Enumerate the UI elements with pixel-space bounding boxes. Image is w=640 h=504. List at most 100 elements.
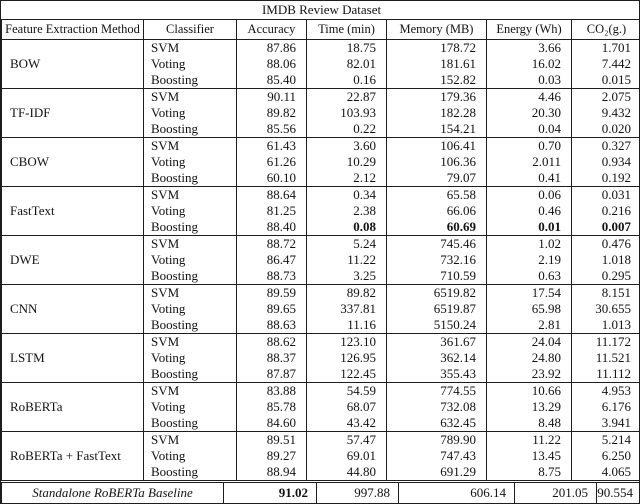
table-title-row: IMDB Review Dataset [2, 1, 640, 20]
cell-energy: 0.01 [487, 219, 572, 236]
cell-energy: 0.06 [487, 187, 572, 204]
cell-energy: 13.45 [487, 448, 572, 464]
cell-time: 3.60 [307, 138, 387, 155]
cell-classifier: Voting [144, 399, 237, 415]
cell-memory: 710.59 [387, 268, 487, 285]
cell-accuracy: 61.43 [237, 138, 307, 155]
cell-memory: 179.36 [387, 89, 487, 106]
cell-time: 89.82 [307, 285, 387, 302]
cell-accuracy: 61.26 [237, 154, 307, 170]
cell-memory: 152.82 [387, 72, 487, 89]
cell-time: 337.81 [307, 301, 387, 317]
cell-classifier: Boosting [144, 317, 237, 334]
cell-classifier: Boosting [144, 219, 237, 236]
table-header-row: Feature Extraction Method Classifier Acc… [2, 20, 640, 40]
cell-co2: 6.176 [572, 399, 640, 415]
cell-memory: 60.69 [387, 219, 487, 236]
cell-energy: 10.66 [487, 383, 572, 400]
cell-method: LSTM [2, 334, 144, 383]
cell-memory: 6519.87 [387, 301, 487, 317]
cell-classifier: Voting [144, 105, 237, 121]
baseline-cell-time: 997.88 [317, 482, 399, 504]
cell-co2: 4.065 [572, 464, 640, 480]
cell-energy: 65.98 [487, 301, 572, 317]
cell-co2: 1.018 [572, 252, 640, 268]
cell-classifier: Boosting [144, 121, 237, 138]
cell-memory: 361.67 [387, 334, 487, 351]
imdb-results-table: IMDB Review Dataset Feature Extraction M… [1, 1, 640, 480]
cell-energy: 0.46 [487, 203, 572, 219]
cell-accuracy: 89.65 [237, 301, 307, 317]
cell-classifier: Boosting [144, 366, 237, 383]
cell-energy: 3.66 [487, 40, 572, 57]
cell-accuracy: 88.62 [237, 334, 307, 351]
cell-energy: 20.30 [487, 105, 572, 121]
cell-time: 0.34 [307, 187, 387, 204]
cell-classifier: SVM [144, 89, 237, 106]
cell-time: 0.16 [307, 72, 387, 89]
cell-co2: 2.075 [572, 89, 640, 106]
baseline-table: Standalone RoBERTa Baseline 91.02 997.88… [1, 480, 640, 503]
cell-energy: 11.22 [487, 432, 572, 449]
cell-accuracy: 60.10 [237, 170, 307, 187]
cell-accuracy: 88.94 [237, 464, 307, 480]
col-header-classifier: Classifier [144, 20, 237, 40]
cell-energy: 0.04 [487, 121, 572, 138]
cell-accuracy: 88.63 [237, 317, 307, 334]
cell-time: 0.08 [307, 219, 387, 236]
cell-co2: 3.941 [572, 415, 640, 432]
col-header-co2: CO₂(g.) [572, 20, 640, 40]
cell-accuracy: 90.11 [237, 89, 307, 106]
cell-memory: 65.58 [387, 187, 487, 204]
cell-memory: 181.61 [387, 56, 487, 72]
cell-energy: 16.02 [487, 56, 572, 72]
cell-classifier: Boosting [144, 415, 237, 432]
cell-time: 103.93 [307, 105, 387, 121]
cell-energy: 0.70 [487, 138, 572, 155]
baseline-label: Standalone RoBERTa Baseline [2, 482, 224, 504]
cell-co2: 0.031 [572, 187, 640, 204]
cell-memory: 5150.24 [387, 317, 487, 334]
col-header-energy: Energy (Wh) [487, 20, 572, 40]
cell-memory: 182.28 [387, 105, 487, 121]
cell-energy: 0.63 [487, 268, 572, 285]
cell-co2: 1.013 [572, 317, 640, 334]
cell-accuracy: 86.47 [237, 252, 307, 268]
cell-classifier: SVM [144, 138, 237, 155]
cell-time: 11.22 [307, 252, 387, 268]
cell-classifier: Voting [144, 203, 237, 219]
cell-method: RoBERTa + FastText [2, 432, 144, 481]
cell-memory: 66.06 [387, 203, 487, 219]
cell-time: 22.87 [307, 89, 387, 106]
cell-co2: 8.151 [572, 285, 640, 302]
cell-time: 123.10 [307, 334, 387, 351]
cell-memory: 6519.82 [387, 285, 487, 302]
cell-accuracy: 89.51 [237, 432, 307, 449]
cell-accuracy: 88.40 [237, 219, 307, 236]
cell-memory: 732.16 [387, 252, 487, 268]
cell-classifier: Voting [144, 350, 237, 366]
cell-energy: 2.011 [487, 154, 572, 170]
cell-time: 44.80 [307, 464, 387, 480]
cell-co2: 4.953 [572, 383, 640, 400]
cell-method: DWE [2, 236, 144, 285]
cell-energy: 23.92 [487, 366, 572, 383]
col-header-time: Time (min) [307, 20, 387, 40]
cell-co2: 0.934 [572, 154, 640, 170]
cell-time: 57.47 [307, 432, 387, 449]
cell-co2: 6.250 [572, 448, 640, 464]
cell-energy: 17.54 [487, 285, 572, 302]
cell-accuracy: 89.59 [237, 285, 307, 302]
cell-energy: 8.48 [487, 415, 572, 432]
cell-accuracy: 88.72 [237, 236, 307, 253]
cell-energy: 2.19 [487, 252, 572, 268]
cell-time: 18.75 [307, 40, 387, 57]
cell-accuracy: 88.37 [237, 350, 307, 366]
cell-co2: 0.020 [572, 121, 640, 138]
